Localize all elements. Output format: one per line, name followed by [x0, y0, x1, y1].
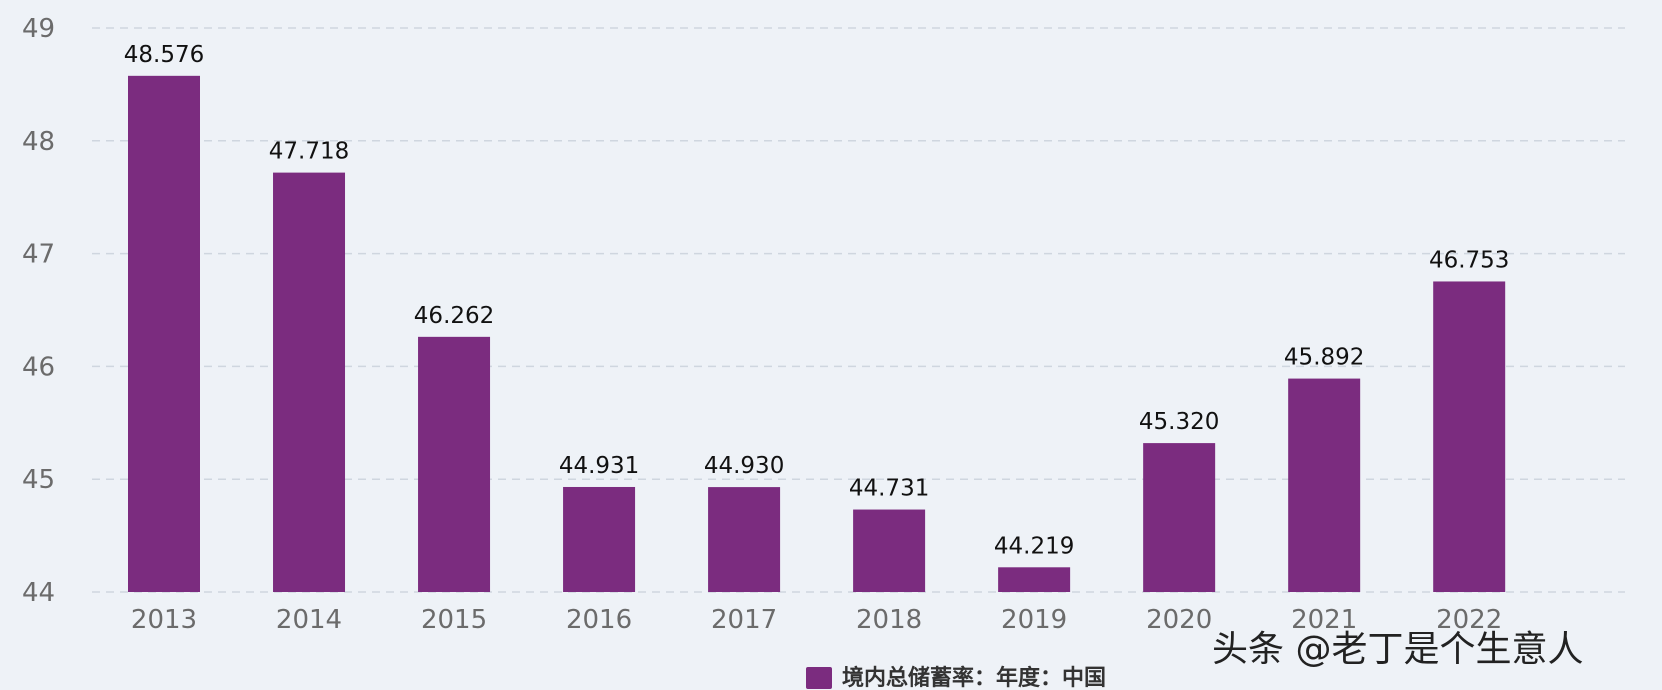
y-tick-label: 46	[22, 352, 55, 382]
data-label-2020: 45.320	[1139, 409, 1219, 435]
bar-2014	[273, 172, 346, 592]
y-axis-ticks: 44 45 46 47 48 49	[22, 14, 55, 608]
data-label-2013: 48.576	[124, 42, 204, 68]
x-tick-label-2019: 2019	[1001, 605, 1067, 635]
y-tick-label: 48	[22, 127, 55, 157]
data-label-2014: 47.718	[269, 139, 349, 165]
x-tick-label-2015: 2015	[421, 605, 487, 635]
y-tick-label: 44	[22, 578, 55, 608]
bar-2017	[708, 487, 781, 592]
bars	[128, 75, 1506, 592]
bar-2020	[1143, 443, 1216, 592]
bar-2016	[563, 486, 636, 592]
data-label-2019: 44.219	[994, 533, 1074, 559]
x-tick-label-2014: 2014	[276, 605, 342, 635]
x-tick-label-2017: 2017	[711, 605, 777, 635]
watermark-text: 头条 @老丁是个生意人	[1212, 629, 1583, 670]
bar-2022	[1433, 281, 1506, 592]
data-label-2017: 44.930	[704, 453, 784, 479]
y-gridlines	[92, 27, 1625, 593]
y-tick-label: 47	[22, 240, 55, 270]
y-tick-label: 49	[22, 14, 55, 44]
data-label-2015: 46.262	[414, 303, 494, 329]
x-tick-label-2016: 2016	[566, 605, 632, 635]
data-label-2016: 44.931	[559, 453, 639, 479]
x-tick-label-2018: 2018	[856, 605, 922, 635]
bar-2021	[1288, 378, 1361, 592]
bar-2015	[418, 336, 491, 592]
legend: 境内总储蓄率：年度：中国	[806, 665, 1106, 690]
x-tick-label-2013: 2013	[131, 605, 197, 635]
legend-label: 境内总储蓄率：年度：中国	[842, 665, 1106, 690]
x-tick-label-2022: 2022	[1436, 605, 1502, 635]
bar-2019	[998, 567, 1071, 592]
bar-2013	[128, 75, 200, 592]
x-tick-label-2020: 2020	[1146, 605, 1212, 635]
data-label-2022: 46.753	[1429, 247, 1509, 273]
data-label-2021: 45.892	[1284, 345, 1364, 371]
y-tick-label: 45	[22, 465, 55, 495]
legend-swatch	[806, 667, 832, 689]
bar-2018	[853, 509, 926, 592]
data-label-2018: 44.731	[849, 476, 929, 502]
x-tick-label-2021: 2021	[1291, 605, 1357, 635]
x-axis-ticks: 2013 2014 2015 2016 2017 2018 2019 2020 2021 2022	[131, 605, 1502, 635]
data-labels: 48.576 47.718 46.262 44.931 44.930 44.731 44.2…	[124, 42, 1510, 559]
